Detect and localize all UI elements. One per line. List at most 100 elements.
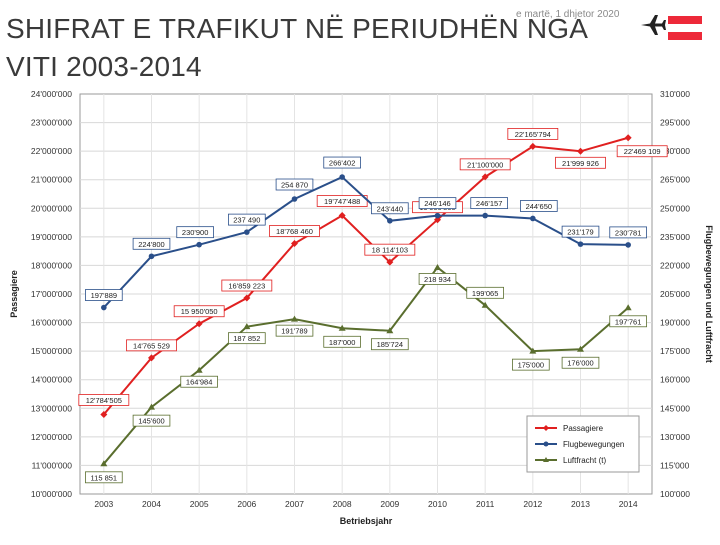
data-label: 218 934 <box>424 275 451 284</box>
x-tick-label: 2014 <box>619 499 638 509</box>
data-point <box>624 304 632 311</box>
data-label: 230'900 <box>182 228 208 237</box>
data-label-box <box>561 225 600 238</box>
data-label-box <box>275 324 314 337</box>
data-label: 16'859 223 <box>228 282 265 291</box>
data-label-box <box>418 197 457 210</box>
data-label: 175'000 <box>518 361 544 370</box>
data-label: 191'789 <box>281 327 307 336</box>
data-label-box <box>132 237 171 250</box>
legend-marker <box>543 425 549 431</box>
y-right-tick-label: 220'000 <box>660 260 690 270</box>
data-label: 22'165'794 <box>515 130 551 139</box>
y-left-tick-label: 19'000'000 <box>31 232 72 242</box>
data-point <box>529 142 537 150</box>
data-label: 18 114'103 <box>372 246 408 255</box>
data-label-box <box>221 279 273 292</box>
legend-label: Luftfracht (t) <box>563 456 606 465</box>
data-point <box>244 229 250 235</box>
y-right-tick-label: 190'000 <box>660 318 690 328</box>
data-label-box <box>364 243 416 256</box>
data-label: 164'984 <box>186 378 212 387</box>
data-point <box>577 345 584 352</box>
data-point <box>624 134 632 142</box>
data-point <box>338 324 346 331</box>
x-tick-label: 2005 <box>190 499 209 509</box>
data-point <box>577 147 584 155</box>
data-point <box>481 173 489 181</box>
y-left-axis-title: Passagiere <box>9 270 19 318</box>
y-left-tick-label: 11'000'000 <box>32 460 73 470</box>
data-label-box <box>228 332 266 345</box>
y-right-tick-label: 310'000 <box>660 89 690 99</box>
y-right-tick-label: 235'000 <box>660 232 690 242</box>
y-left-tick-label: 14'000'000 <box>31 375 72 385</box>
data-point <box>148 253 155 260</box>
legend-label: Passagiere <box>563 424 604 433</box>
y-left-tick-label: 16'000'000 <box>31 318 72 328</box>
data-label: 15 950'050 <box>181 307 218 316</box>
x-tick-label: 2007 <box>285 499 304 509</box>
data-label-box <box>176 226 214 239</box>
x-tick-label: 2010 <box>428 499 447 509</box>
data-point <box>530 215 536 222</box>
data-label-box <box>507 128 559 140</box>
data-point <box>101 304 107 311</box>
data-label: 22'469 109 <box>624 147 661 156</box>
legend-marker <box>543 441 549 447</box>
data-point <box>481 301 489 308</box>
data-label: 244'650 <box>526 202 552 211</box>
data-point <box>100 460 108 467</box>
data-label: 12'784'505 <box>86 396 122 405</box>
legend-label: Flugbewegungen <box>563 440 624 449</box>
y-right-tick-label: 265'000 <box>660 175 690 185</box>
y-right-tick-label: 250'000 <box>660 203 690 213</box>
legend-marker <box>543 457 549 462</box>
y-left-tick-label: 22'000'000 <box>31 146 72 156</box>
data-label: 230'781 <box>615 228 641 237</box>
data-point <box>243 323 251 330</box>
data-label: 246'157 <box>476 199 502 208</box>
y-right-tick-label: 205'000 <box>660 289 690 299</box>
data-point <box>291 239 298 247</box>
y-left-tick-label: 18'000'000 <box>31 260 72 270</box>
data-label: 145'600 <box>138 417 164 426</box>
data-label: 176'000 <box>567 359 593 368</box>
data-label: 197'889 <box>91 291 117 300</box>
traffic-chart: 10'000'000 11'000'000 12'000'000 13'000'000… <box>0 86 720 540</box>
data-point <box>243 294 251 302</box>
data-label-box <box>371 338 409 351</box>
x-tick-label: 2009 <box>380 499 399 509</box>
data-point <box>529 347 537 354</box>
y-right-tick-label: 115'000 <box>660 460 690 470</box>
data-label-box <box>609 315 647 328</box>
data-point <box>434 216 441 224</box>
data-point <box>387 217 393 224</box>
flag-stripe-middle <box>668 24 702 32</box>
flag-stripe-bottom <box>668 32 702 40</box>
data-label-box <box>371 202 409 215</box>
data-point <box>148 403 155 410</box>
data-label: 266'402 <box>329 159 355 168</box>
data-point <box>386 327 394 334</box>
data-label-box <box>616 145 668 158</box>
y-right-tick-label: 280'000 <box>660 146 690 156</box>
data-label: 246'146 <box>424 199 450 208</box>
data-point <box>434 212 441 219</box>
y-left-tick-label: 23'000'000 <box>31 118 72 128</box>
data-label-box <box>269 225 320 237</box>
series-line-1 <box>103 136 629 416</box>
data-point <box>577 241 584 247</box>
data-point <box>338 212 346 220</box>
x-tick-label: 2003 <box>94 499 113 509</box>
data-label: 237 490 <box>233 216 260 225</box>
data-label: 243'440 <box>377 204 403 213</box>
data-label-box <box>78 394 130 406</box>
data-point <box>195 366 203 373</box>
x-tick-label: 2012 <box>523 499 542 509</box>
data-label: 187'000 <box>329 338 355 347</box>
data-label: 19'747'488 <box>324 197 360 206</box>
series-line-2 <box>103 175 629 309</box>
data-label-box <box>85 471 123 484</box>
y-right-tick-label: 295'000 <box>660 118 690 128</box>
